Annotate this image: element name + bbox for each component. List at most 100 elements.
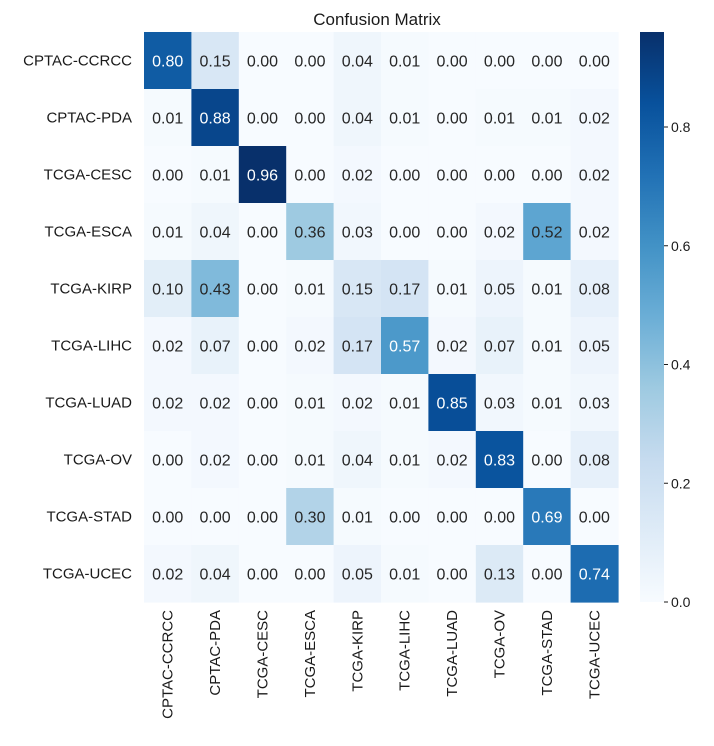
cell-value-label: 0.00 bbox=[389, 225, 420, 242]
heatmap-cell bbox=[286, 431, 335, 489]
heatmap-cell bbox=[333, 146, 382, 204]
cell-value-label: 0.17 bbox=[389, 282, 420, 299]
cell-value-label: 0.00 bbox=[531, 567, 562, 584]
cell-value-label: 0.00 bbox=[294, 567, 325, 584]
cell-value-label: 0.01 bbox=[342, 510, 373, 527]
heatmap-cell bbox=[570, 545, 619, 603]
heatmap-cell bbox=[570, 32, 619, 90]
heatmap-cell bbox=[238, 89, 287, 147]
heatmap-cell bbox=[191, 146, 240, 204]
cell-value-label: 0.15 bbox=[342, 282, 373, 299]
heatmap-cell bbox=[191, 203, 240, 261]
heatmap-cell bbox=[428, 431, 477, 489]
heatmap-cell bbox=[238, 317, 287, 375]
heatmap-cell bbox=[381, 260, 429, 318]
cell-value-label: 0.96 bbox=[247, 168, 278, 185]
cell-value-label: 0.00 bbox=[531, 168, 562, 185]
cell-value-label: 0.04 bbox=[200, 567, 231, 584]
cell-value-label: 0.01 bbox=[389, 567, 420, 584]
heatmap-cell bbox=[523, 32, 572, 90]
cell-value-label: 0.02 bbox=[579, 168, 610, 185]
heatmap-cell bbox=[381, 203, 429, 261]
heatmap-cell bbox=[475, 488, 524, 546]
heatmap-cell bbox=[191, 317, 240, 375]
heatmap-cell bbox=[286, 146, 335, 204]
cell-value-label: 0.04 bbox=[342, 54, 373, 71]
heatmap-cell bbox=[428, 317, 477, 375]
cell-value-label: 0.01 bbox=[389, 54, 420, 71]
cell-value-label: 0.02 bbox=[342, 168, 373, 185]
column-tick-label: TCGA-OV bbox=[492, 610, 509, 678]
cell-value-label: 0.03 bbox=[342, 225, 373, 242]
cell-value-label: 0.02 bbox=[152, 396, 183, 413]
cell-value-label: 0.02 bbox=[579, 111, 610, 128]
row-tick-label: TCGA-LUAD bbox=[45, 395, 132, 412]
cell-value-label: 0.07 bbox=[200, 339, 231, 356]
cell-value-label: 0.02 bbox=[579, 225, 610, 242]
heatmap-cell bbox=[475, 203, 524, 261]
cell-value-label: 0.03 bbox=[484, 396, 515, 413]
cell-value-label: 0.00 bbox=[247, 54, 278, 71]
heatmap-cell bbox=[238, 488, 287, 546]
heatmap-cell bbox=[333, 89, 382, 147]
cell-value-label: 0.02 bbox=[200, 396, 231, 413]
cell-value-label: 0.00 bbox=[579, 510, 610, 527]
cell-value-label: 0.00 bbox=[437, 225, 468, 242]
cell-value-label: 0.85 bbox=[437, 396, 468, 413]
heatmap-cell bbox=[144, 203, 192, 261]
cell-value-label: 0.03 bbox=[579, 396, 610, 413]
heatmap-cell bbox=[286, 32, 335, 90]
column-tick-label: TCGA-CESC bbox=[255, 610, 272, 699]
cell-value-label: 0.02 bbox=[437, 339, 468, 356]
cell-value-label: 0.00 bbox=[247, 339, 278, 356]
heatmap-cell bbox=[381, 545, 429, 603]
cell-value-label: 0.00 bbox=[152, 168, 183, 185]
heatmap-cell bbox=[191, 260, 240, 318]
cell-value-label: 0.43 bbox=[200, 282, 231, 299]
colorbar-tick-label: 0.6 bbox=[671, 238, 691, 254]
cell-value-label: 0.83 bbox=[484, 453, 515, 470]
heatmap-cell bbox=[570, 203, 619, 261]
cell-value-label: 0.02 bbox=[437, 453, 468, 470]
heatmap-cell bbox=[286, 203, 335, 261]
heatmap-cell bbox=[381, 431, 429, 489]
cell-value-label: 0.01 bbox=[152, 225, 183, 242]
heatmap-cell bbox=[191, 89, 240, 147]
cell-value-label: 0.00 bbox=[200, 510, 231, 527]
row-tick-label: TCGA-LIHC bbox=[51, 338, 132, 355]
column-tick-label: CPTAC-CCRCC bbox=[160, 610, 177, 719]
heatmap-cell bbox=[191, 32, 240, 90]
heatmap-cell bbox=[191, 545, 240, 603]
column-tick-labels: CPTAC-CCRCC CPTAC-PDA TCGA-CESC TCGA-ESCA TC… bbox=[160, 610, 604, 719]
heatmap-cell bbox=[286, 374, 335, 432]
heatmap-cell bbox=[475, 89, 524, 147]
row-tick-label: CPTAC-PDA bbox=[46, 110, 132, 127]
heatmap-cell bbox=[570, 146, 619, 204]
cell-value-label: 0.00 bbox=[531, 453, 562, 470]
cell-value-label: 0.07 bbox=[484, 339, 515, 356]
cell-value-label: 0.00 bbox=[247, 282, 278, 299]
cell-value-label: 0.00 bbox=[437, 567, 468, 584]
cell-value-label: 0.80 bbox=[152, 54, 183, 71]
heatmap-cell bbox=[475, 260, 524, 318]
heatmap-cell bbox=[523, 488, 572, 546]
cell-value-label: 0.01 bbox=[531, 396, 562, 413]
cell-value-label: 0.01 bbox=[531, 339, 562, 356]
column-tick-label: TCGA-UCEC bbox=[586, 610, 603, 699]
column-tick-label: TCGA-ESCA bbox=[302, 610, 319, 698]
cell-value-label: 0.01 bbox=[389, 396, 420, 413]
cell-value-label: 0.00 bbox=[484, 168, 515, 185]
cell-value-label: 0.00 bbox=[579, 54, 610, 71]
heatmap-cell bbox=[381, 89, 429, 147]
row-tick-label: TCGA-KIRP bbox=[50, 281, 132, 298]
heatmap-cells: 0.80 0.15 0.00 0.00 0.04 0.01 0.00 0.00 0.00 0.00… bbox=[144, 32, 619, 603]
heatmap-cell bbox=[286, 317, 335, 375]
cell-value-label: 0.02 bbox=[152, 567, 183, 584]
heatmap-cell bbox=[286, 545, 335, 603]
cell-value-label: 0.00 bbox=[531, 54, 562, 71]
cell-value-label: 0.30 bbox=[294, 510, 325, 527]
heatmap-cell bbox=[333, 431, 382, 489]
heatmap-cell bbox=[428, 32, 477, 90]
colorbar: 0.0 0.2 0.4 0.6 0.8 bbox=[640, 32, 691, 610]
